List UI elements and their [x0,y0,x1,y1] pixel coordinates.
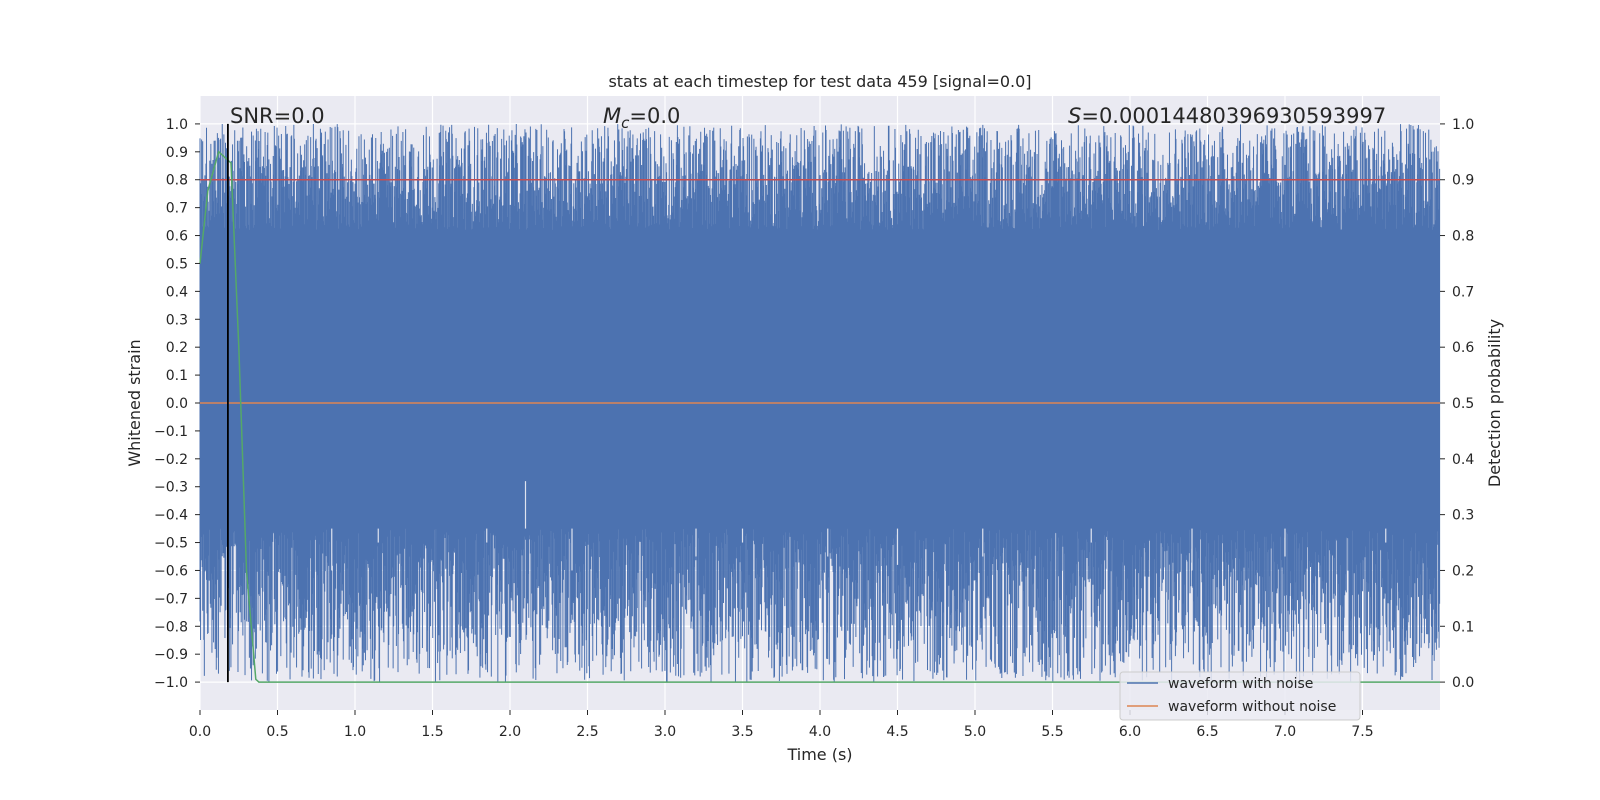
x-tick-label: 0.5 [266,724,288,740]
s-annotation: S=0.00014480396930593997 [1068,104,1386,128]
y-tick-label: 0.5 [166,256,188,272]
legend-box [1119,671,1361,721]
y-right-tick-labels: 1.0 0.9 0.8 0.7 0.6 0.5 0.4 0.3 0.2 0.1 0.0 [1440,117,1474,691]
y-tick-label: −0.5 [154,536,188,552]
x-tick-label: 5.5 [1041,724,1063,740]
y-tick-label: −0.1 [154,424,188,440]
x-tick-label: 5.0 [964,724,986,740]
y-right-tick-label: 0.5 [1452,396,1474,412]
legend-label-clean: waveform without noise [1168,699,1336,715]
y-tick-label: −1.0 [154,675,188,691]
x-tick-label: 3.0 [654,724,676,740]
chart-title: stats at each timestep for test data 459… [608,72,1031,91]
snr-annotation: SNR=0.0 [230,104,325,128]
y-axis-label: Whitened strain [125,339,144,466]
x-tick-label: 4.5 [886,724,908,740]
y-tick-label: 0.2 [166,340,188,356]
series-lines [199,123,1440,683]
y-tick-label: 1.0 [166,117,188,133]
y-tick-label: 0.8 [166,173,188,189]
y-tick-label: 0.6 [166,229,188,245]
y-tick-label: 0.9 [166,145,188,161]
y-tick-label: 0.7 [166,201,188,217]
s-value: =0.00014480396930593997 [1081,104,1386,128]
y-right-tick-label: 0.3 [1452,508,1474,524]
series-waveform-with-noise [199,124,1441,683]
y-tick-label: 0.0 [166,396,188,412]
chirp-mass-symbol: M [603,104,621,128]
x-tick-label: 7.0 [1274,724,1296,740]
x-tick-label: 2.0 [499,724,521,740]
y-right-axis-label: Detection probability [1485,319,1504,487]
x-tick-label: 3.5 [731,724,753,740]
y-tick-label: 0.3 [166,312,188,328]
y-tick-label: 0.1 [166,368,188,384]
y-right-tick-label: 1.0 [1452,117,1474,133]
y-tick-label: −0.2 [154,452,188,468]
y-tick-label: −0.9 [154,647,188,663]
s-symbol: S [1068,104,1081,128]
y-tick-label: −0.4 [154,508,188,524]
legend: waveform with noise waveform without noi… [1119,671,1361,721]
y-tick-label: −0.6 [154,563,188,579]
x-tick-labels: 0.0 0.5 1.0 1.5 2.0 2.5 3.0 3.5 4.0 4.5 5.0 5.5 6.0 6… [189,710,1374,740]
y-right-tick-label: 0.4 [1452,452,1474,468]
legend-label-noise: waveform with noise [1168,676,1313,692]
y-right-tick-label: 0.6 [1452,340,1474,356]
y-right-tick-label: 0.1 [1452,619,1474,635]
y-tick-label: −0.8 [154,619,188,635]
y-right-tick-label: 0.7 [1452,284,1474,300]
x-tick-label: 0.0 [189,724,211,740]
x-tick-label: 4.0 [809,724,831,740]
chirp-mass-subscript: c [621,114,630,132]
x-tick-label: 2.5 [576,724,598,740]
x-tick-label: 7.5 [1351,724,1373,740]
chirp-mass-value: =0.0 [629,104,680,128]
y-right-tick-label: 0.8 [1452,229,1474,245]
x-tick-label: 6.5 [1196,724,1218,740]
x-tick-label: 6.0 [1119,724,1141,740]
y-right-tick-label: 0.0 [1452,675,1474,691]
x-tick-label: 1.5 [421,724,443,740]
y-tick-label: 0.4 [166,284,188,300]
y-tick-label: −0.7 [154,591,188,607]
y-tick-labels: 1.0 0.9 0.8 0.7 0.6 0.5 0.4 0.3 0.2 0.1 0.0 −0.1 −0.… [154,117,200,691]
line-detection-probability [199,150,1440,683]
x-axis-label: Time (s) [786,745,852,764]
y-right-tick-label: 0.9 [1452,173,1474,189]
x-tick-label: 1.0 [344,724,366,740]
noise-trace [199,124,1441,683]
chirp-mass-annotation: Mc=0.0 [603,104,680,132]
y-tick-label: −0.3 [154,480,188,496]
y-right-tick-label: 0.2 [1452,563,1474,579]
